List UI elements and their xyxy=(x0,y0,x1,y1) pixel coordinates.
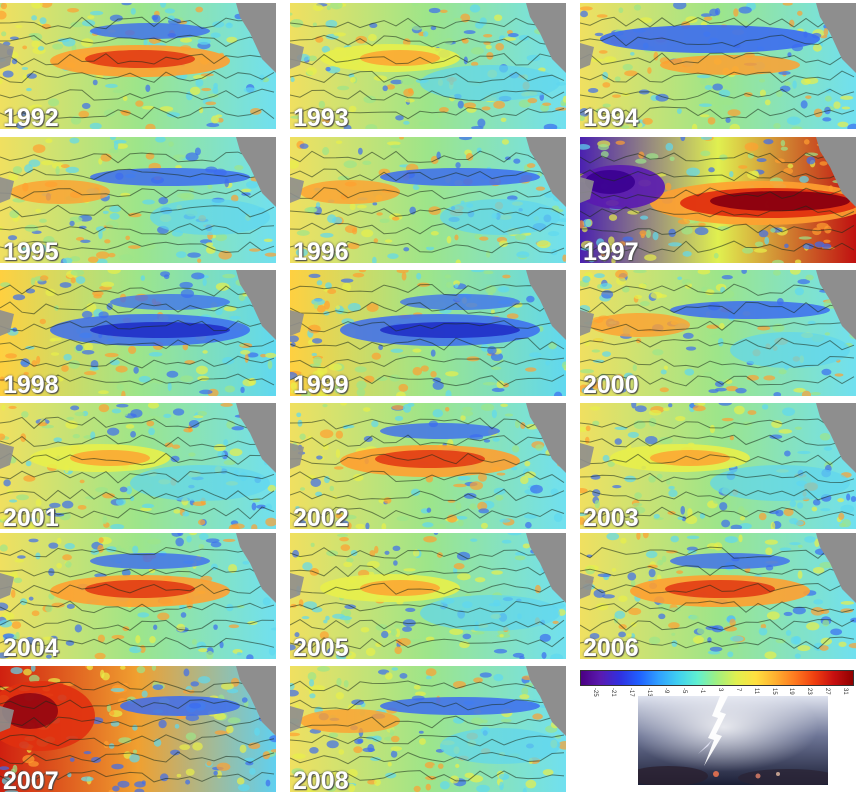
year-label: 1995 xyxy=(3,238,59,263)
legend-panel: -25 -21 -17 -13 -9 -5 -1 3 7 11 15 19 23 27 31 xyxy=(580,668,856,785)
anomaly-map-image xyxy=(580,137,856,263)
anomaly-map-image xyxy=(580,403,856,529)
year-label: 2004 xyxy=(3,634,59,659)
anomaly-map-panel: 2002 xyxy=(290,403,566,529)
anomaly-map-panel: 2008 xyxy=(290,666,566,792)
year-label: 1993 xyxy=(293,104,349,129)
anomaly-map-image xyxy=(0,270,276,396)
anomaly-map-panel: 2004 xyxy=(0,533,276,659)
scale-tick-label: -17 xyxy=(627,688,634,697)
year-label: 1994 xyxy=(583,104,639,129)
anomaly-map-panel: 2005 xyxy=(290,533,566,659)
anomaly-map-image xyxy=(290,270,566,396)
anomaly-map-panel: 2007 xyxy=(0,666,276,792)
anomaly-map-image xyxy=(580,270,856,396)
anomaly-map-panel: 1999 xyxy=(290,270,566,396)
anomaly-map-panel: 1993 xyxy=(290,3,566,129)
anomaly-map-image xyxy=(290,137,566,263)
anomaly-map-panel: 2006 xyxy=(580,533,856,659)
lightning-storm-image xyxy=(638,696,828,785)
anomaly-map-image xyxy=(290,403,566,529)
year-label: 2006 xyxy=(583,634,639,659)
anomaly-map-panel: 1996 xyxy=(290,137,566,263)
year-label: 2003 xyxy=(583,504,639,529)
year-label: 2000 xyxy=(583,371,639,396)
anomaly-map-panel: 2003 xyxy=(580,403,856,529)
anomaly-map-panel: 1995 xyxy=(0,137,276,263)
color-scale-bar xyxy=(580,670,854,686)
anomaly-map-image xyxy=(0,403,276,529)
anomaly-map-image xyxy=(580,3,856,129)
year-label: 1992 xyxy=(3,104,59,129)
anomaly-map-panel: 2000 xyxy=(580,270,856,396)
year-label: 2002 xyxy=(293,504,349,529)
anomaly-map-panel: 2001 xyxy=(0,403,276,529)
anomaly-map-panel: 1992 xyxy=(0,3,276,129)
year-label: 2007 xyxy=(3,767,59,792)
anomaly-map-image xyxy=(0,137,276,263)
year-label: 1997 xyxy=(583,238,639,263)
anomaly-map-image xyxy=(290,533,566,659)
anomaly-map-image xyxy=(0,666,276,792)
year-label: 2001 xyxy=(3,504,59,529)
year-label: 1999 xyxy=(293,371,349,396)
anomaly-map-panel: 1997 xyxy=(580,137,856,263)
scale-tick-label: 31 xyxy=(842,688,848,695)
year-label: 2008 xyxy=(293,767,349,792)
year-label: 2005 xyxy=(293,634,349,659)
anomaly-map-image xyxy=(0,3,276,129)
year-label: 1998 xyxy=(3,371,59,396)
anomaly-map-image xyxy=(580,533,856,659)
anomaly-map-image xyxy=(0,533,276,659)
anomaly-map-panel: 1998 xyxy=(0,270,276,396)
scale-tick-label: -25 xyxy=(592,688,598,697)
year-label: 1996 xyxy=(293,238,349,263)
scale-tick-label: -21 xyxy=(609,688,616,697)
anomaly-map-panel: 1994 xyxy=(580,3,856,129)
anomaly-map-image xyxy=(290,3,566,129)
